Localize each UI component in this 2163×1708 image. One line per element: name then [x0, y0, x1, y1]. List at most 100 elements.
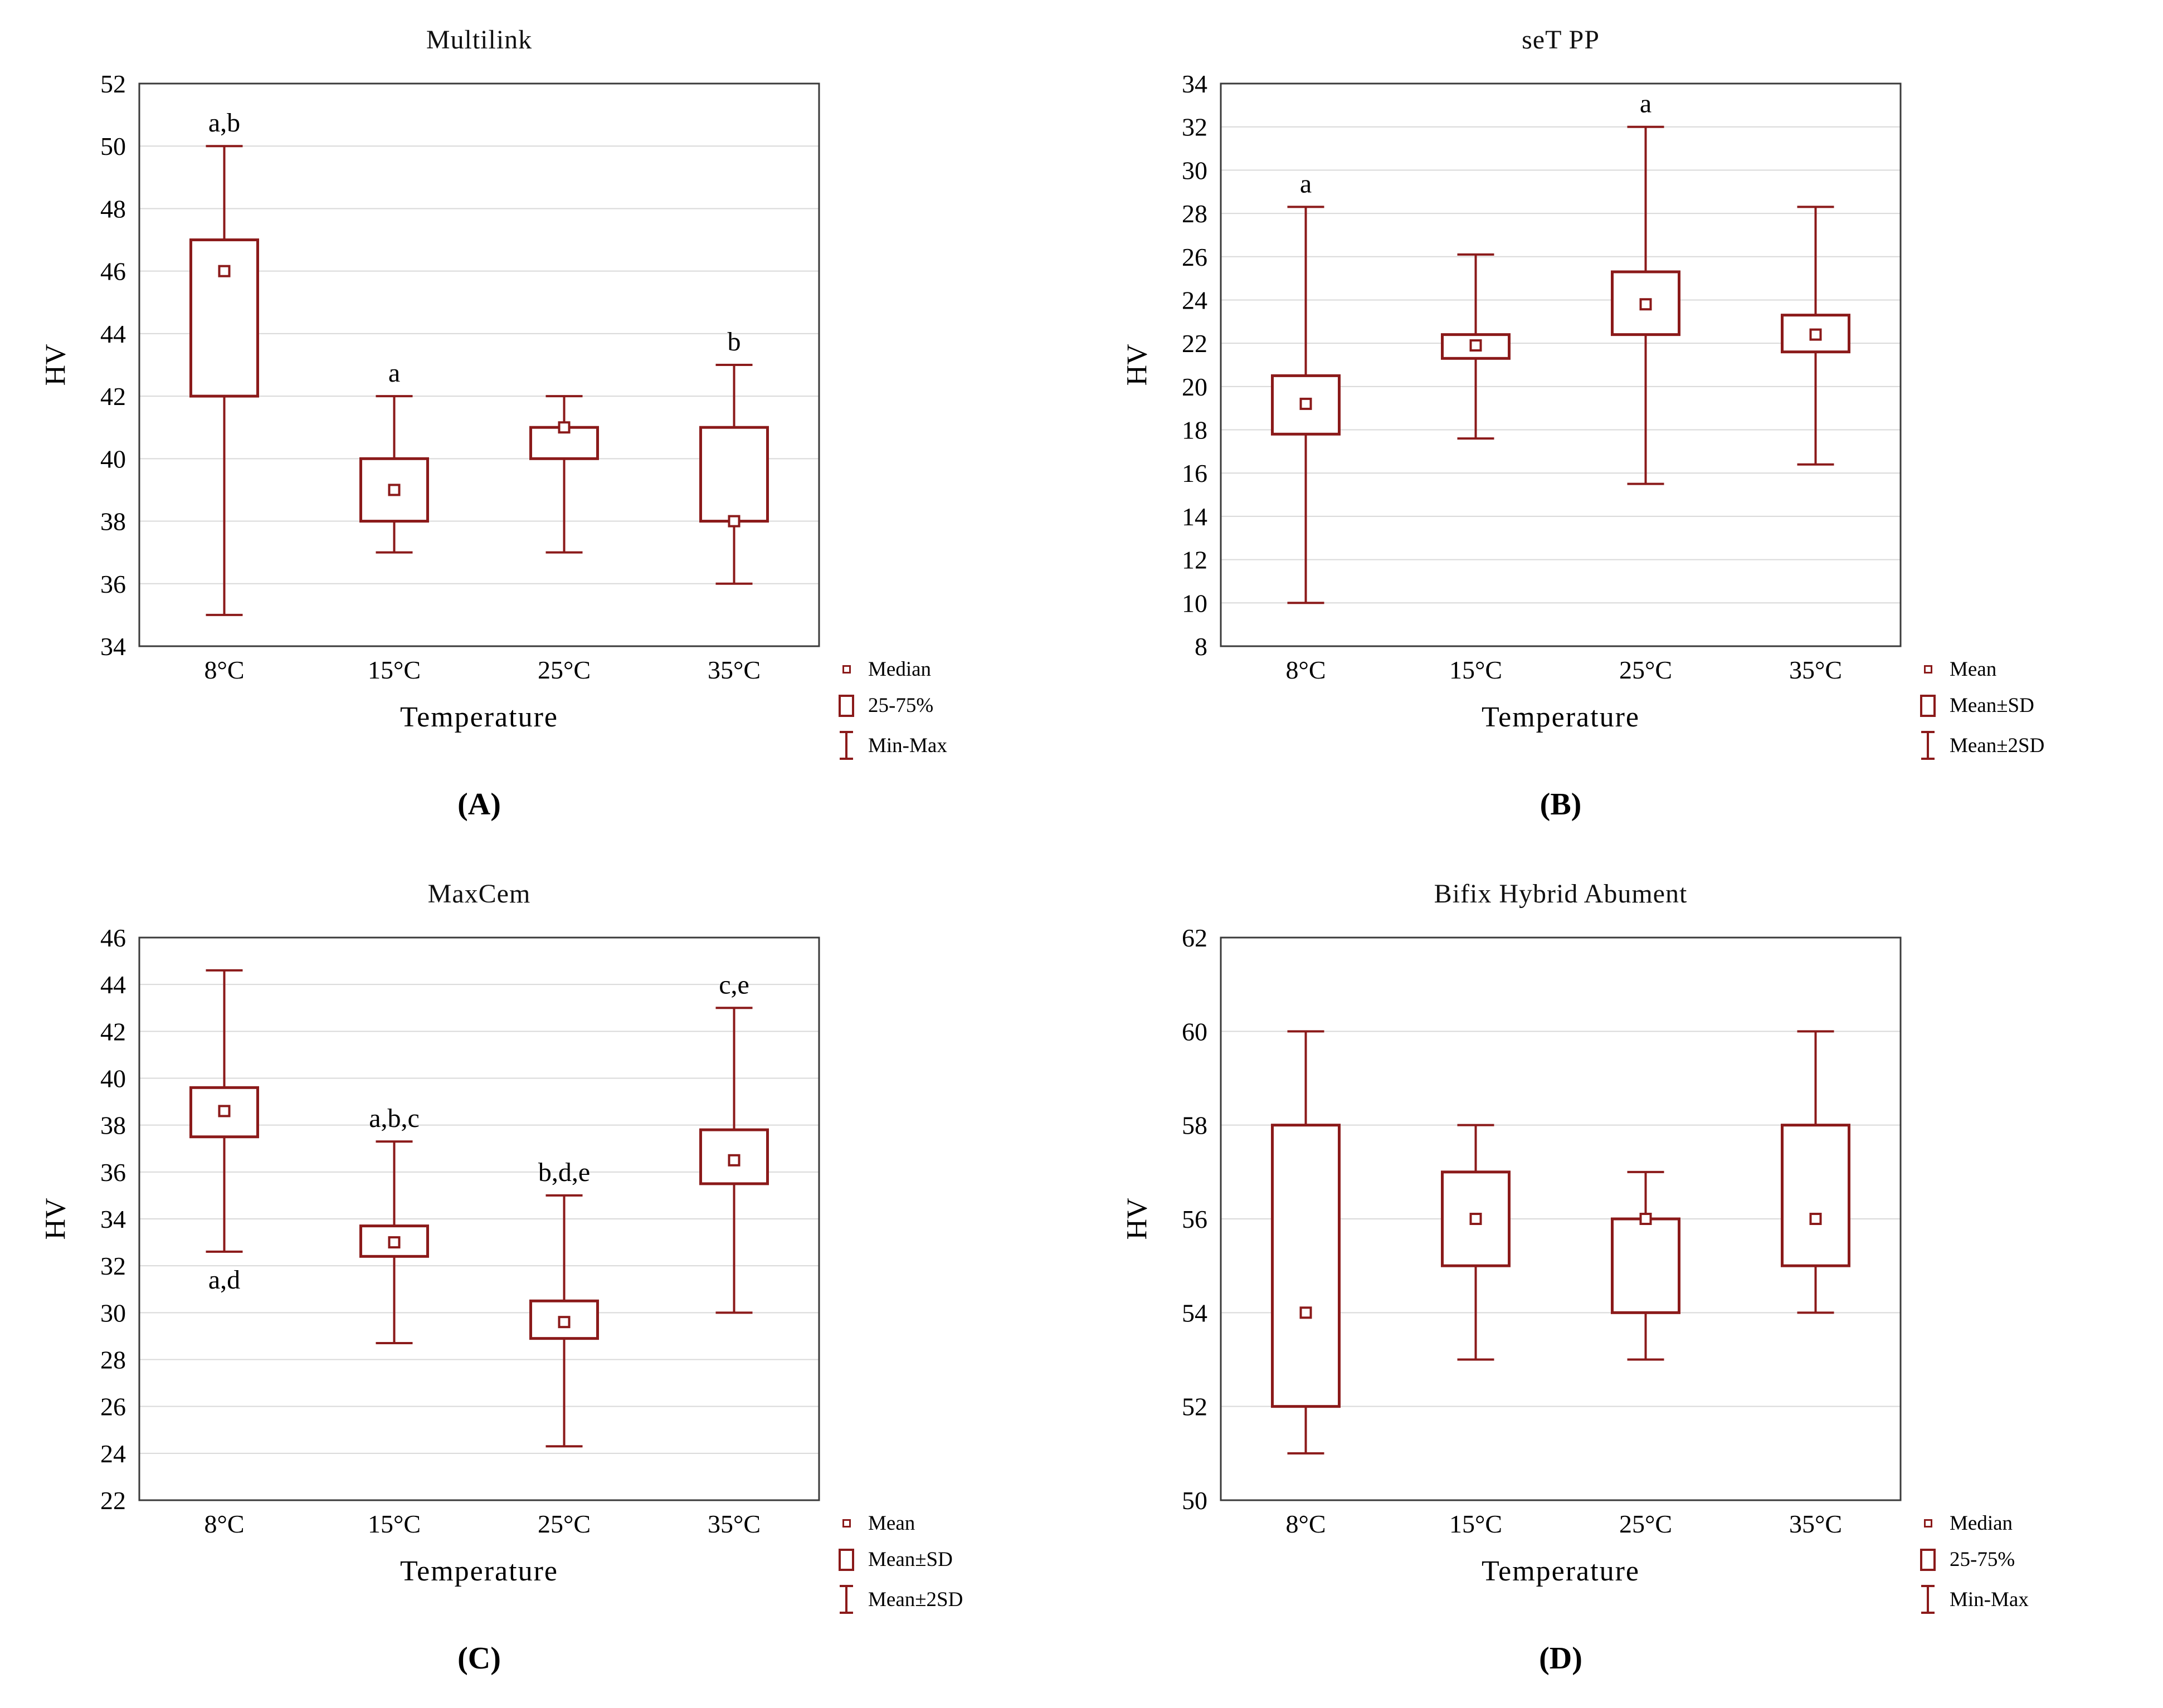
quartile-box	[1781, 1124, 1850, 1267]
plot-frame	[1220, 936, 1902, 1501]
center-marker	[218, 1105, 231, 1117]
y-axis-label: HV	[40, 1198, 72, 1240]
legend: Median 25-75% Min-Max	[834, 657, 947, 761]
significance-annotation: c,e	[719, 970, 749, 999]
y-axis-label: HV	[1121, 344, 1153, 386]
x-tick-label: 25°C	[1619, 656, 1672, 684]
legend-label: Min-Max	[868, 734, 947, 757]
panel-letter: (C)	[457, 1641, 501, 1676]
y-tick-label: 52	[1182, 1393, 1207, 1421]
y-tick-label: 26	[1182, 243, 1207, 271]
y-tick-label: 58	[1182, 1111, 1207, 1140]
y-tick-label: 28	[1182, 199, 1207, 228]
y-axis-label: HV	[1121, 1198, 1153, 1240]
y-tick-label: 40	[100, 445, 126, 473]
x-tick-label: 25°C	[538, 1510, 591, 1538]
y-tick-label: 60	[1182, 1017, 1207, 1046]
box-whisker-15°C	[1441, 253, 1511, 440]
legend: Mean Mean±SD Mean±2SD	[1915, 657, 2044, 761]
y-tick-label: 20	[1182, 373, 1207, 401]
y-tick-label: 42	[100, 382, 126, 411]
y-tick-label: 38	[100, 1111, 126, 1140]
legend-item-whisker: Mean±2SD	[1915, 730, 2044, 761]
plot-area	[1221, 84, 1901, 646]
significance-annotation: b,d,e	[538, 1158, 590, 1187]
quartile-box	[189, 238, 259, 398]
x-tick-label: 15°C	[368, 656, 421, 684]
x-tick-label: 15°C	[368, 1510, 421, 1538]
x-tick-label: 25°C	[538, 656, 591, 684]
x-axis-label: Temperature	[400, 1555, 558, 1587]
box-whisker-35°C	[699, 364, 769, 585]
boxplot-chart-c: 22 24 26 28 30 32 34 36 38 40 42 44 46 8°C a,d 15°C a,b,…	[100, 924, 820, 1538]
center-marker	[218, 265, 231, 277]
center-marker	[1809, 328, 1822, 341]
x-tick-label: 35°C	[708, 656, 761, 684]
legend-label: Mean±SD	[868, 1548, 953, 1571]
chart-title: Multilink	[426, 25, 533, 55]
significance-annotation: a,b	[208, 108, 240, 138]
box-whisker-15°C	[359, 395, 429, 554]
panel-letter: (A)	[457, 787, 501, 822]
y-tick-label: 34	[100, 1205, 126, 1233]
y-tick-label: 52	[100, 70, 126, 98]
x-tick-label: 8°C	[1285, 1510, 1326, 1538]
y-tick-label: 38	[100, 507, 126, 536]
x-tick-label: 8°C	[204, 656, 244, 684]
panel-letter: (B)	[1540, 787, 1582, 822]
legend-label: 25-75%	[1950, 1548, 2015, 1571]
chart-title: MaxCem	[427, 879, 531, 909]
x-tick-label: 35°C	[708, 1510, 761, 1538]
legend-item-box: Mean±SD	[834, 1548, 963, 1572]
y-axis-label: HV	[40, 344, 72, 386]
minmax-whisker-icon	[1915, 1584, 1941, 1615]
median-marker-icon	[1915, 1519, 1941, 1528]
x-tick-label: 25°C	[1619, 1510, 1672, 1538]
quartile-box	[1611, 1217, 1680, 1314]
legend: Median 25-75% Min-Max	[1915, 1511, 2029, 1615]
panel-c: 22 24 26 28 30 32 34 36 38 40 42 44 46 8°C a,d 15°C a,b,…	[0, 854, 1082, 1708]
x-tick-label: 35°C	[1789, 1510, 1842, 1538]
quartile-box-icon	[1915, 1548, 1941, 1571]
box-whisker-8°C	[1271, 206, 1341, 604]
y-tick-label: 46	[100, 924, 126, 952]
y-tick-label: 26	[100, 1393, 126, 1421]
y-tick-label: 56	[1182, 1205, 1207, 1233]
y-tick-label: 40	[100, 1065, 126, 1093]
significance-annotation: a	[388, 358, 400, 388]
center-marker	[1469, 1213, 1482, 1225]
panel-letter: (D)	[1539, 1641, 1582, 1676]
legend-label: 25-75%	[868, 694, 934, 717]
y-tick-label: 14	[1182, 502, 1207, 531]
center-marker	[558, 421, 571, 434]
x-axis-label: Temperature	[1482, 701, 1640, 733]
boxplot-chart-d: 50 52 54 56 58 60 62 8°C 15°C 25°C 35°C	[1182, 924, 1902, 1538]
y-tick-label: 30	[100, 1299, 126, 1327]
legend-item-mean: Mean	[1915, 657, 2044, 681]
center-marker	[388, 1236, 401, 1249]
x-axis-label: Temperature	[1482, 1555, 1640, 1587]
legend-item-median: Median	[1915, 1511, 2029, 1535]
panel-d: 50 52 54 56 58 60 62 8°C 15°C 25°C 35°C Bifix Hybr…	[1082, 854, 2163, 1708]
y-tick-label: 42	[100, 1017, 126, 1046]
legend-item-box: Mean±SD	[1915, 694, 2044, 718]
panel-b: 8 10 12 14 16 18 20 22 24 26 28 30 32 34 8°C a 15°C 25°C a…	[1082, 0, 2163, 854]
y-tick-label: 46	[100, 257, 126, 286]
x-tick-label: 15°C	[1449, 1510, 1502, 1538]
y-tick-label: 34	[100, 632, 126, 661]
quartile-box	[699, 426, 769, 523]
legend-item-whisker: Min-Max	[1915, 1584, 2029, 1615]
x-tick-label: 8°C	[1285, 656, 1326, 684]
y-tick-label: 24	[100, 1439, 126, 1468]
plot-frame	[138, 936, 820, 1501]
legend-label: Median	[868, 658, 932, 681]
y-tick-label: 12	[1182, 546, 1207, 574]
y-tick-label: 44	[100, 970, 126, 999]
minmax-whisker-icon	[834, 730, 859, 761]
y-tick-label: 24	[1182, 286, 1207, 314]
center-marker	[388, 484, 401, 496]
y-tick-label: 32	[1182, 113, 1207, 141]
boxplot-chart-a: 34 36 38 40 42 44 46 48 50 52 8°C a,b 15°C a 25°C 35°C b	[100, 70, 820, 684]
box-whisker-8°C	[1271, 1030, 1341, 1455]
center-marker	[1469, 339, 1482, 352]
